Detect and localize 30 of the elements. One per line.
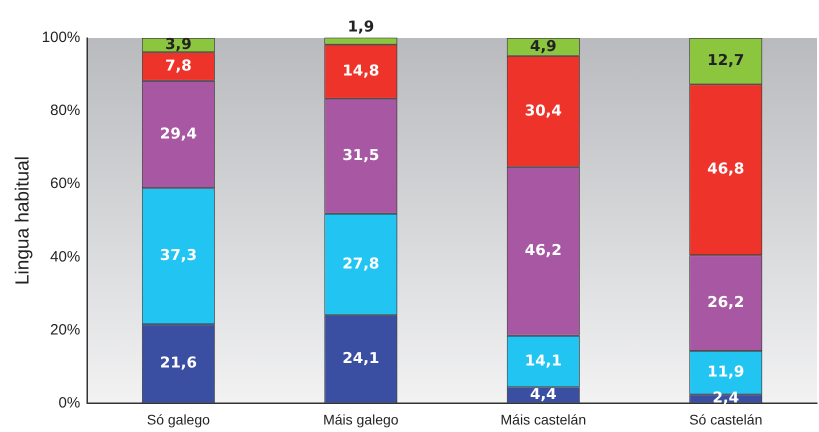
data-label: 30,4 <box>524 101 562 120</box>
data-label: 4,9 <box>530 36 557 55</box>
data-label: 26,2 <box>707 293 744 312</box>
data-label: 11,9 <box>707 362 744 381</box>
data-label: 27,8 <box>342 254 380 272</box>
data-label: 3,9 <box>165 35 192 54</box>
data-label: 4,4 <box>530 385 557 404</box>
data-label: 46,2 <box>524 241 562 260</box>
data-label: 21,6 <box>160 354 197 372</box>
data-label: 24,1 <box>342 349 380 368</box>
y-tick-label: 80% <box>50 102 80 120</box>
x-tick-label: Máis galego <box>323 411 399 428</box>
data-label: 29,4 <box>160 124 197 142</box>
data-label: 14,1 <box>524 351 562 370</box>
data-label: 46,8 <box>707 160 744 178</box>
data-label: 31,5 <box>342 146 380 164</box>
y-tick-label: 0% <box>58 394 80 412</box>
y-tick-label: 100% <box>42 29 80 46</box>
x-tick-label: Só castelán <box>689 411 762 428</box>
y-tick-label: 40% <box>50 248 80 266</box>
data-label: 37,3 <box>160 246 197 264</box>
x-tick-label: Máis castelán <box>500 411 586 428</box>
x-tick-label: Só galego <box>146 411 210 428</box>
data-label: 14,8 <box>342 61 380 80</box>
data-label: 12,7 <box>707 51 744 70</box>
y-axis-title: Lingua habitual <box>12 156 34 286</box>
data-label: 1,9 <box>348 18 374 36</box>
data-label: 7,8 <box>165 56 192 74</box>
y-tick-label: 20% <box>50 321 80 338</box>
y-tick-label: 60% <box>50 175 80 192</box>
